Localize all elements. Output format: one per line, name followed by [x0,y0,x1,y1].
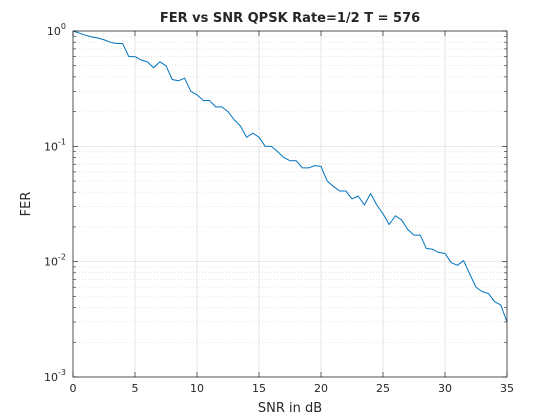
x-tick-label: 35 [500,382,514,395]
chart-title: FER vs SNR QPSK Rate=1/2 T = 576 [160,11,420,26]
plot-area [73,31,507,377]
x-tick-label: 10 [190,382,204,395]
x-axis-label: SNR in dB [258,401,322,416]
x-tick-label: 30 [438,382,452,395]
x-tick-label: 15 [252,382,266,395]
x-tick-label: 20 [314,382,328,395]
x-tick-label: 0 [70,382,77,395]
x-tick-label: 5 [132,382,139,395]
y-axis-label: FER [19,192,34,217]
x-tick-label: 25 [376,382,390,395]
